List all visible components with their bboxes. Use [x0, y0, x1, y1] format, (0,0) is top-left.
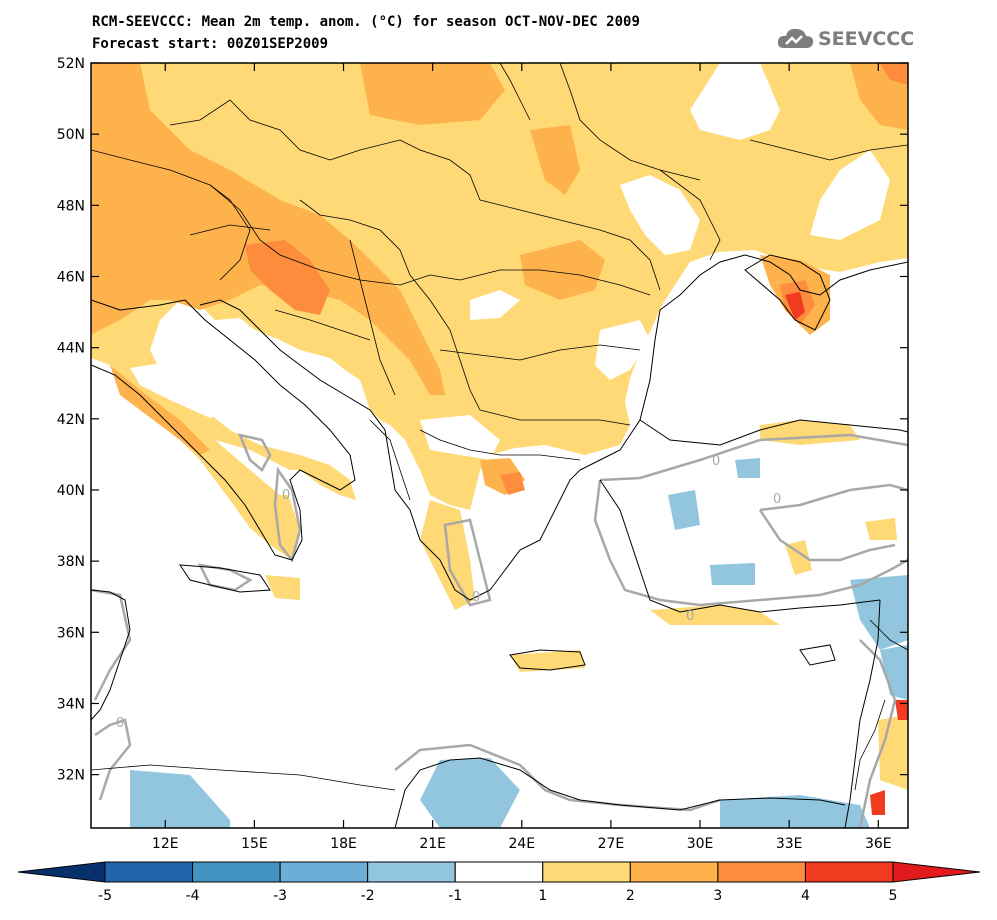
zero-label-2: 0 [472, 590, 480, 605]
white-area-serbia [470, 290, 520, 320]
lat-tick-label: 46N [57, 269, 85, 285]
lon-tick-label: 36E [865, 836, 892, 852]
seevccc-logo: SEEVCCC [776, 24, 916, 54]
lat-tick-label: 38N [57, 554, 85, 570]
zero-label-1: 0 [282, 488, 290, 503]
lat-tick-label: 44N [57, 341, 85, 357]
colorbar-tick-label: -1 [448, 888, 462, 904]
anomaly-region-neg-turkey2 [735, 458, 760, 478]
colorbar-tick-label: 5 [889, 888, 898, 904]
lon-tick-label: 30E [687, 836, 714, 852]
white-area-balkans [420, 415, 500, 460]
colorbar-under-triangle [17, 861, 106, 883]
longitude-axis: 12E 15E 18E 21E 24E 27E 30E 33E 36E [152, 63, 892, 852]
colorbar-tick-label: 2 [626, 888, 635, 904]
colorbar-over-triangle [892, 861, 981, 883]
logo-text: SEEVCCC [818, 28, 915, 50]
colorbar-segment [279, 861, 369, 883]
zero-label-4: 0 [712, 454, 720, 469]
anomaly-region-sicily [265, 575, 300, 600]
lon-tick-label: 15E [241, 836, 268, 852]
anomaly-region-neg-egypt [720, 795, 870, 828]
white-area-bulgaria-coast [595, 320, 650, 380]
anomaly-region-neg-turkey3 [710, 563, 755, 585]
colorbar-segment [804, 861, 894, 883]
lat-tick-label: 48N [57, 198, 85, 214]
zero-label-3: 0 [686, 609, 694, 624]
colorbar-tick-label: 1 [538, 888, 547, 904]
lon-tick-label: 24E [508, 836, 535, 852]
lon-tick-label: 33E [776, 836, 803, 852]
anomaly-region-2-3-poland [530, 125, 580, 195]
white-area-italy-south [130, 360, 235, 418]
lat-tick-label: 40N [57, 483, 85, 499]
lat-tick-label: 42N [57, 412, 85, 428]
zero-contours [91, 433, 908, 828]
colorbar-tick-label: 4 [801, 888, 810, 904]
lat-tick-label: 52N [57, 56, 85, 72]
zero-label-6: 0 [116, 716, 124, 731]
colorbar-tick-label: -5 [98, 888, 112, 904]
country-borders [91, 63, 908, 791]
anomaly-region-3-4-greece [500, 472, 525, 495]
colorbar: -5 -4 -3 -2 -1 1 2 3 4 5 [17, 861, 981, 904]
anomaly-region-3-4-northeast [880, 63, 908, 85]
plot-frame [90, 62, 909, 829]
colorbar-segment [542, 861, 631, 883]
forecast-start-label: Forecast start: 00Z01SEP2009 [92, 36, 329, 52]
zero-label-5: 0 [773, 492, 781, 507]
anomaly-region-crete [510, 650, 585, 672]
anomaly-region-2-3-west [91, 63, 445, 395]
colorbar-tick-label: -2 [361, 888, 375, 904]
latitude-axis: 52N 50N 48N 46N 44N 42N 40N 38N 36N 34N 32N [57, 56, 908, 784]
colorbar-segment [367, 861, 456, 883]
lat-tick-label: 34N [57, 696, 85, 712]
anomaly-region-2-3-north [360, 63, 505, 125]
white-area-moldova [620, 175, 700, 255]
anomaly-region-neg-levant [880, 645, 908, 700]
colorbar-segment [454, 861, 544, 883]
anomaly-region-levant [878, 715, 908, 790]
colorbar-segment [629, 861, 719, 883]
anomaly-region-2-3-italy [110, 365, 210, 455]
anomaly-region-neg-west [130, 770, 230, 828]
colorbar-segment [717, 861, 806, 883]
cloud-logo-icon [777, 28, 814, 48]
anomaly-region-3-4-croatia [245, 240, 330, 315]
colorbar-tick-label: 3 [713, 888, 722, 904]
chart-title: RCM-SEEVCCC: Mean 2m temp. anom. (°C) fo… [92, 14, 640, 30]
lon-tick-label: 27E [598, 836, 625, 852]
coastlines [91, 254, 908, 828]
colorbar-segment [104, 861, 194, 883]
map-plot-area: 0 0 0 0 0 0 [91, 63, 908, 828]
anomaly-region-neg-turkey1 [668, 490, 700, 530]
lon-tick-label: 21E [419, 836, 446, 852]
lat-tick-label: 36N [57, 625, 85, 641]
anomaly-region-neg-libya [420, 758, 520, 828]
colorbar-tick-label: -4 [186, 888, 200, 904]
anomaly-region-2-3-romania [520, 240, 605, 300]
colorbar-segment [192, 861, 281, 883]
lon-tick-label: 18E [330, 836, 357, 852]
lat-tick-label: 32N [57, 768, 85, 784]
anomaly-region-east-turkey [865, 518, 897, 540]
anomaly-region-4-5-levant [895, 700, 908, 720]
anomaly-region-4-5-crimea [785, 292, 805, 320]
white-area-ukraine [690, 63, 780, 140]
colorbar-tick-label: -3 [273, 888, 287, 904]
zero-contour-labels: 0 0 0 0 0 0 [116, 454, 781, 731]
white-area-russia [810, 150, 890, 240]
lat-tick-label: 50N [57, 127, 85, 143]
anomaly-region-4-5-sinai [870, 790, 885, 815]
lon-tick-label: 12E [152, 836, 179, 852]
